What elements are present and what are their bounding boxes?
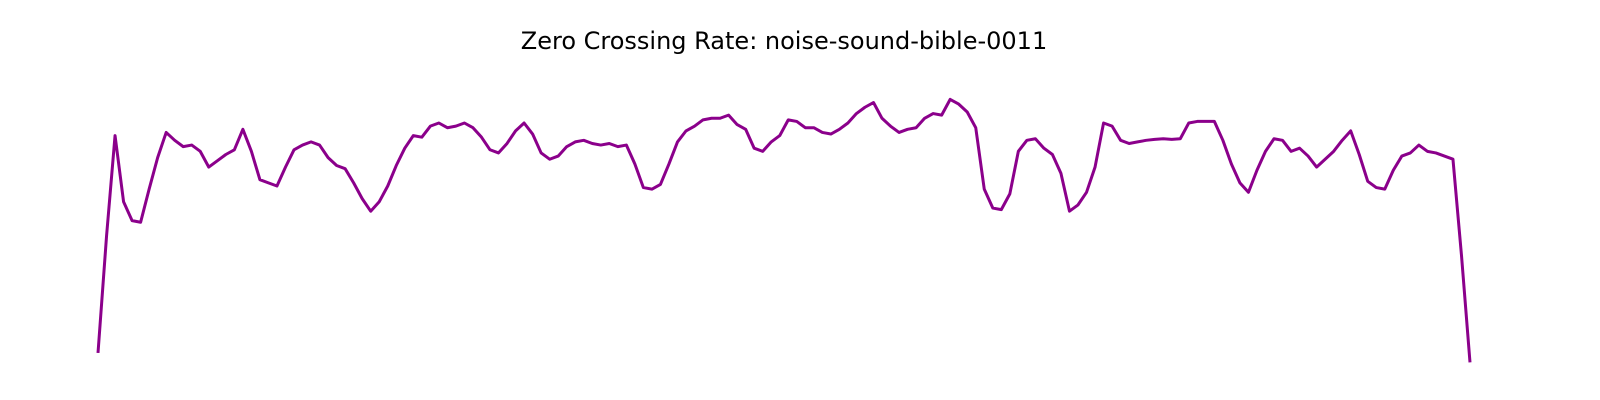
series-layer (96, 97, 1472, 363)
series-line-0 (96, 97, 1472, 363)
chart-title: Zero Crossing Rate: noise-sound-bible-00… (520, 27, 1048, 55)
